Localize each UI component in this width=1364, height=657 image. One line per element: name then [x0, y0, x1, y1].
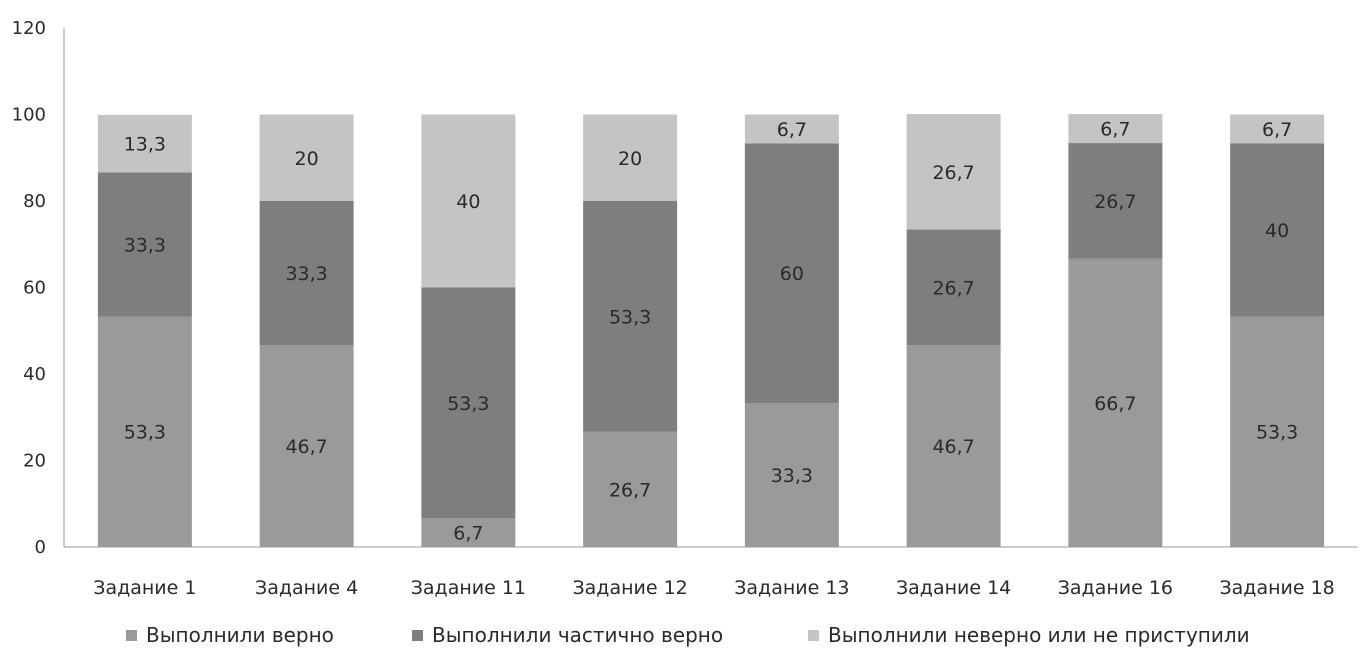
- legend-label: Выполнили неверно или не приступили: [828, 623, 1250, 647]
- bar-segment: [1068, 143, 1163, 259]
- bar-segment: [259, 201, 354, 346]
- y-tick-label: 0: [35, 537, 46, 558]
- y-axis-tick-labels: 0 20 40 60 80 100 120: [12, 18, 46, 558]
- data-label: 20: [295, 148, 319, 170]
- data-label: 6,7: [777, 119, 807, 141]
- data-label: 53,3: [124, 422, 166, 444]
- y-tick-label: 100: [12, 105, 46, 126]
- data-label: 33,3: [771, 465, 813, 487]
- x-tick-label: Задание 18: [1219, 577, 1334, 599]
- bar-segment: [97, 114, 192, 173]
- data-label: 53,3: [447, 393, 489, 415]
- data-label: 6,7: [1262, 119, 1292, 141]
- data-label: 46,7: [285, 436, 327, 458]
- bar-segment: [744, 402, 839, 547]
- legend-swatch: [412, 630, 423, 641]
- bar-segment: [583, 201, 678, 432]
- data-label: 26,7: [609, 479, 651, 501]
- data-label: 40: [1265, 220, 1289, 242]
- x-axis-tick-labels: Задание 1 Задание 4 Задание 11 Задание 12 За…: [93, 577, 1334, 599]
- data-labels: 53,3 33,3 13,3 46,7 33,3 20 6,7 53,3 40 26,7 53,3 2…: [124, 119, 1299, 545]
- data-label: 53,3: [609, 306, 651, 328]
- bar-segment: [906, 345, 1001, 547]
- bar-segment: [259, 114, 354, 201]
- x-tick-label: Задание 16: [1058, 577, 1173, 599]
- bar-segment: [97, 316, 192, 547]
- data-label: 6,7: [1100, 119, 1130, 141]
- bar-segment: [97, 172, 192, 317]
- data-label: 6,7: [453, 523, 483, 545]
- bar-segment: [421, 114, 516, 288]
- bar-segment: [583, 431, 678, 547]
- legend-swatch: [808, 630, 819, 641]
- bar-segment: [744, 143, 839, 403]
- legend-label: Выполнили верно: [146, 623, 334, 647]
- bar-segment: [421, 518, 516, 547]
- x-tick-label: Задание 14: [896, 577, 1011, 599]
- x-tick-label: Задание 4: [255, 577, 358, 599]
- data-label: 26,7: [932, 162, 974, 184]
- x-tick-label: Задание 1: [93, 577, 196, 599]
- bar-segment: [744, 114, 839, 144]
- x-tick-label: Задание 11: [411, 577, 526, 599]
- y-tick-label: 120: [12, 18, 46, 39]
- legend-swatch: [126, 630, 137, 641]
- legend-label: Выполнили частично верно: [432, 623, 723, 647]
- bar-stacks: [97, 114, 1325, 547]
- data-label: 26,7: [932, 277, 974, 299]
- bar-segment: [1230, 114, 1325, 144]
- x-tick-label: Задание 13: [734, 577, 849, 599]
- y-tick-label: 40: [23, 364, 46, 385]
- data-label: 66,7: [1094, 393, 1136, 415]
- data-label: 46,7: [932, 436, 974, 458]
- data-label: 13,3: [124, 134, 166, 156]
- data-label: 53,3: [1256, 422, 1298, 444]
- bar-segment: [906, 114, 1001, 230]
- bar-segment: [1230, 316, 1325, 547]
- data-label: 40: [456, 191, 480, 213]
- data-label: 60: [780, 263, 804, 285]
- bar-segment: [583, 114, 678, 201]
- bar-segment: [1068, 258, 1163, 547]
- bar-segment: [1068, 114, 1163, 144]
- bar-segment: [259, 345, 354, 547]
- data-label: 33,3: [285, 263, 327, 285]
- data-label: 20: [618, 148, 642, 170]
- data-label: 33,3: [124, 234, 166, 256]
- data-label: 26,7: [1094, 191, 1136, 213]
- y-tick-label: 60: [23, 278, 46, 299]
- bar-segment: [906, 229, 1001, 346]
- bar-segment: [1230, 143, 1325, 317]
- y-tick-label: 80: [23, 191, 46, 212]
- bar-segment: [421, 287, 516, 519]
- legend: Выполнили верно Выполнили частично верно В…: [126, 623, 1250, 647]
- y-tick-label: 20: [23, 451, 46, 472]
- x-tick-label: Задание 12: [572, 577, 687, 599]
